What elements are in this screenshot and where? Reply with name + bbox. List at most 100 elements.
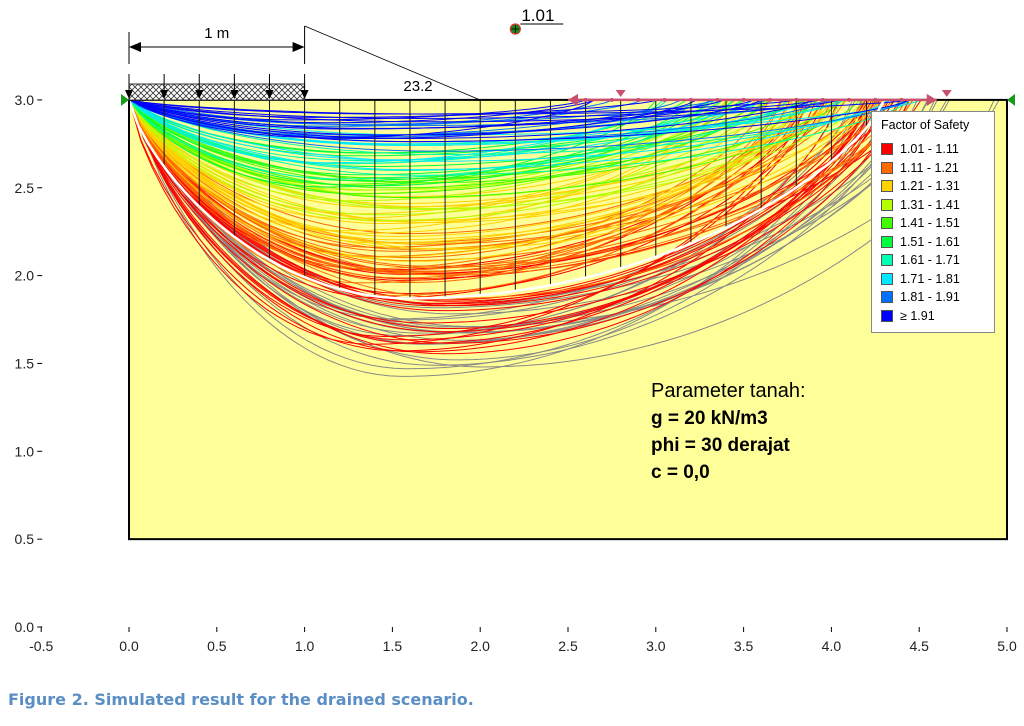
slip-surface <box>134 99 909 366</box>
exit-range-point <box>794 97 799 102</box>
slip-surface <box>129 99 838 224</box>
slip-surface <box>131 99 754 161</box>
slip-surface <box>130 99 826 248</box>
dimension-arrow-left <box>129 42 141 52</box>
slip-surface <box>131 99 793 262</box>
legend-swatch <box>881 291 893 304</box>
slip-surface <box>131 99 883 355</box>
legend-swatch <box>881 254 893 267</box>
slip-surface <box>129 99 911 143</box>
slip-surface <box>130 99 839 250</box>
slip-surface <box>129 99 883 222</box>
soil-parameters: Parameter tanah: g = 20 kN/m3 phi = 30 d… <box>651 378 806 486</box>
slip-surface <box>139 99 995 368</box>
slip-surface <box>128 99 839 352</box>
surcharge-load <box>128 83 306 101</box>
exit-range-point <box>688 97 693 102</box>
legend-swatch <box>881 198 893 211</box>
x-tick-label: 1.5 <box>383 638 403 654</box>
slip-surface <box>132 99 877 307</box>
slip-surface <box>132 99 755 129</box>
slip-surface <box>130 99 764 216</box>
slip-surface <box>132 99 861 198</box>
legend-label: 1.51 - 1.61 <box>900 234 960 249</box>
legend-label: 1.41 - 1.51 <box>900 216 960 231</box>
slip-surface <box>132 99 882 341</box>
y-tick-label: 0.5 <box>15 531 35 547</box>
load-arrow-head <box>125 90 133 99</box>
angle-line <box>304 25 481 101</box>
x-tick-label: 2.0 <box>470 638 490 654</box>
x-tick-label: 3.0 <box>646 638 666 654</box>
slip-surface <box>130 99 923 136</box>
legend-swatch <box>881 272 893 285</box>
x-tick-label: 0.5 <box>207 638 227 654</box>
x-tick-label: -0.5 <box>29 638 53 654</box>
legend-entry: 1.01 - 1.11 <box>881 140 994 159</box>
legend-swatch <box>881 161 893 174</box>
slip-surface <box>130 99 770 234</box>
dimension-arrow-right <box>292 42 305 52</box>
slip-surface <box>131 99 783 283</box>
legend-label: 1.71 - 1.81 <box>900 271 960 286</box>
y-tick-label: 2.5 <box>15 180 35 196</box>
legend-entry: 1.61 - 1.71 <box>881 251 994 270</box>
x-tick-label: 0.0 <box>119 638 139 654</box>
legend-entry: 1.41 - 1.51 <box>881 214 994 233</box>
slip-surface <box>130 99 727 232</box>
slip-surface <box>132 99 763 136</box>
x-tick-label: 5.0 <box>997 638 1017 654</box>
slip-surface <box>129 99 821 120</box>
slip-surface <box>128 99 734 180</box>
exit-marker <box>615 90 626 97</box>
slip-surface <box>132 99 870 353</box>
critical-fos-label: 1.01 <box>521 6 554 25</box>
slip-surface <box>129 99 735 176</box>
load-arrow-head <box>300 90 309 99</box>
legend-label: 1.31 - 1.41 <box>900 197 960 212</box>
slip-surface <box>128 99 824 271</box>
exit-range-arrow-left <box>568 93 578 106</box>
legend-entry: 1.51 - 1.61 <box>881 233 994 252</box>
exit-range-point <box>899 97 904 102</box>
parameters-heading: Parameter tanah: <box>651 380 806 402</box>
exit-range-arrow-right <box>926 93 937 106</box>
slip-surface <box>130 99 817 199</box>
legend-label: ≥ 1.91 <box>900 308 935 323</box>
legend-swatch <box>881 180 893 193</box>
unit-weight: g = 20 kN/m3 <box>651 408 768 429</box>
slip-surface <box>129 99 911 324</box>
slip-surface <box>129 99 807 299</box>
slip-surface <box>131 99 891 162</box>
exit-marker <box>941 90 952 97</box>
exit-range-point <box>636 97 641 102</box>
y-tick-label: 0.0 <box>15 619 35 635</box>
exit-range-point <box>715 97 720 102</box>
slip-surface <box>130 99 870 241</box>
angle-label: 23.2 <box>403 78 432 95</box>
slip-surface <box>130 99 844 184</box>
legend-swatch <box>881 309 893 322</box>
figure-caption: Figure 2. Simulated result for the drain… <box>8 690 474 709</box>
slip-surface <box>138 99 841 334</box>
y-tick-label: 1.5 <box>15 355 35 371</box>
slip-surface <box>128 99 814 235</box>
legend-swatch <box>881 143 893 156</box>
slip-surface <box>129 99 902 344</box>
exit-range-point <box>609 97 614 102</box>
slip-surface <box>130 99 736 222</box>
exit-range-point <box>873 97 878 102</box>
y-tick-label: 2.0 <box>15 268 35 284</box>
legend-entry: 1.81 - 1.91 <box>881 288 994 307</box>
x-tick-label: 1.0 <box>295 638 315 654</box>
slip-surface <box>128 99 903 273</box>
slip-surface <box>130 99 876 250</box>
legend-title: Factor of Safety <box>881 118 970 132</box>
slip-surface <box>131 99 876 329</box>
slip-surface <box>140 99 880 361</box>
slip-surface <box>129 99 659 118</box>
slip-surface <box>132 99 587 121</box>
load-arrow-head <box>230 90 239 99</box>
x-tick-label: 2.5 <box>558 638 578 654</box>
